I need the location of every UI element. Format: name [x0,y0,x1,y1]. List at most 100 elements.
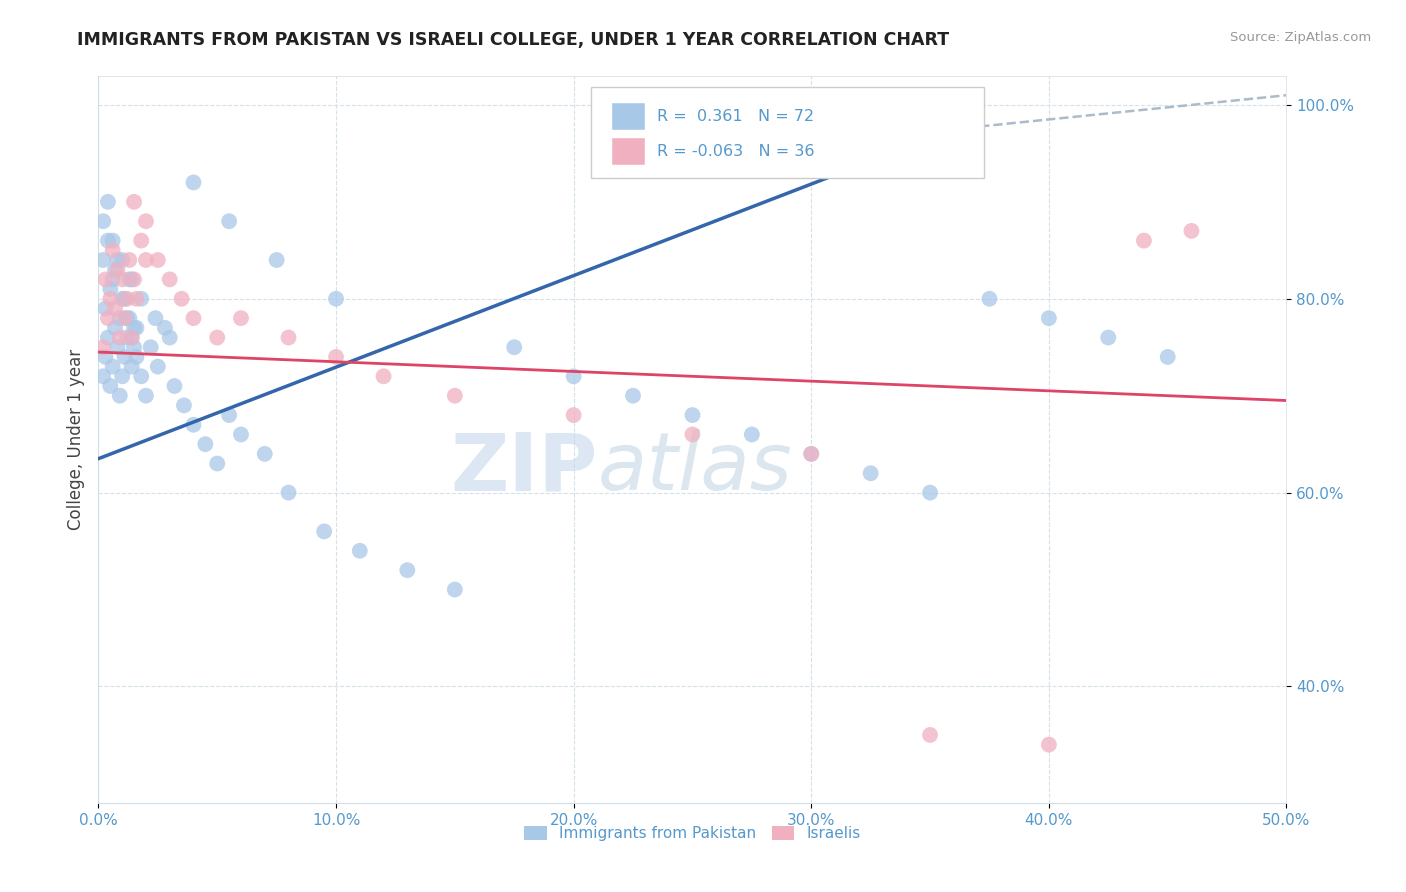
Point [114,311,136,326]
Point [194,437,217,451]
Point [118,252,141,267]
Point [101,272,124,286]
Point [91,369,114,384]
Point [314,524,336,539]
Point [325,292,347,306]
Point [101,244,124,258]
Point [122,272,145,286]
Point [183,176,205,190]
Point [1038,738,1060,752]
Point [94,272,117,286]
Point [800,447,823,461]
Point [135,389,157,403]
Point [1038,311,1060,326]
Point [121,330,143,344]
Point [277,485,299,500]
Point [97,194,120,209]
Point [121,272,143,286]
Point [104,321,127,335]
Point [153,321,176,335]
Point [107,252,129,267]
Point [91,214,114,228]
Point [681,408,703,422]
Point [118,311,141,326]
Point [111,369,134,384]
Point [159,330,181,344]
Point [122,194,145,209]
Point [218,214,240,228]
Point [108,330,131,344]
Point [229,427,252,442]
Point [1097,330,1119,344]
Point [94,301,117,316]
Point [146,359,169,374]
Text: ZIP: ZIP [450,429,598,508]
Point [91,252,114,267]
Point [183,417,205,432]
Point [104,262,127,277]
Point [91,340,114,354]
Text: Source: ZipAtlas.com: Source: ZipAtlas.com [1230,31,1371,45]
Point [183,311,205,326]
Point [681,427,703,442]
Point [115,292,138,306]
Text: IMMIGRANTS FROM PAKISTAN VS ISRAELI COLLEGE, UNDER 1 YEAR CORRELATION CHART: IMMIGRANTS FROM PAKISTAN VS ISRAELI COLL… [77,31,949,49]
Point [107,340,129,354]
Point [107,262,129,277]
Point [97,311,120,326]
Point [325,350,347,364]
Point [1133,234,1156,248]
Point [125,350,148,364]
Point [129,292,152,306]
Point [115,311,138,326]
Point [1180,224,1202,238]
Point [94,350,117,364]
Point [207,457,229,471]
Point [1156,350,1178,364]
Point [621,389,644,403]
Point [373,369,395,384]
Point [503,340,526,354]
Point [111,272,134,286]
Point [108,311,131,326]
Point [121,330,143,344]
FancyBboxPatch shape [592,87,984,178]
Point [859,467,882,481]
Point [114,350,136,364]
Point [207,330,229,344]
Point [920,485,942,500]
Point [101,359,124,374]
Point [135,214,157,228]
Point [104,301,127,316]
Point [98,379,121,393]
Point [97,234,120,248]
Point [111,292,134,306]
Point [108,389,131,403]
Point [129,369,152,384]
Point [173,398,195,412]
Point [349,543,371,558]
Point [444,389,467,403]
Point [145,311,167,326]
Point [396,563,419,577]
Text: atlas: atlas [598,429,792,508]
Point [118,272,141,286]
Point [98,282,121,296]
Point [129,234,152,248]
Point [444,582,467,597]
FancyBboxPatch shape [612,103,645,130]
Text: R =  0.361   N = 72: R = 0.361 N = 72 [657,109,814,124]
Point [97,330,120,344]
Text: R = -0.063   N = 36: R = -0.063 N = 36 [657,144,814,159]
Point [562,369,585,384]
Point [114,292,136,306]
Point [115,330,138,344]
Point [741,427,763,442]
Point [170,292,193,306]
Point [125,292,148,306]
Point [266,252,288,267]
Point [253,447,276,461]
Point [125,321,148,335]
Point [122,321,145,335]
Legend: Immigrants from Pakistan, Israelis: Immigrants from Pakistan, Israelis [519,822,866,846]
